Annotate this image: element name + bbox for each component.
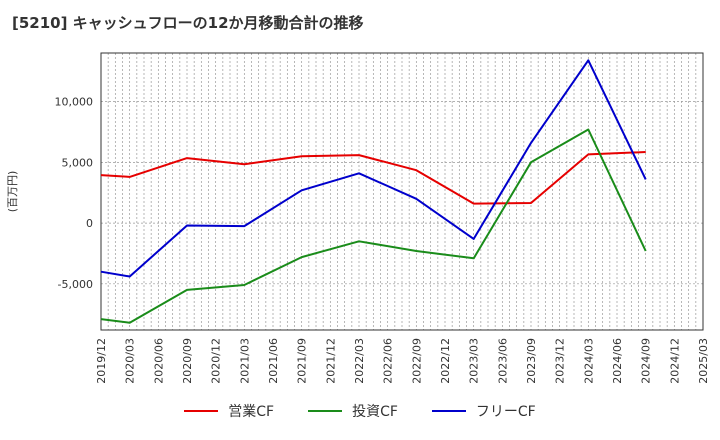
x-tick-label: 2024/12 — [668, 338, 681, 384]
legend-label: 営業CF — [228, 404, 275, 420]
x-tick-label: 2024/09 — [640, 338, 653, 384]
x-tick-label: 2020/03 — [124, 338, 137, 384]
legend: 営業CF 投資CF フリーCF — [0, 401, 720, 421]
legend-swatch — [308, 410, 343, 412]
x-tick-label: 2021/06 — [267, 338, 280, 384]
legend-label: 投資CF — [352, 404, 398, 420]
plot-frame — [100, 52, 704, 331]
x-tick-label: 2025/03 — [697, 338, 710, 384]
x-tick-label: 2022/09 — [410, 338, 423, 384]
y-tick-label: 0 — [86, 217, 93, 230]
x-tick-label: 2023/09 — [525, 338, 538, 384]
y-axis: -5,000 0 5,000 10,000 — [55, 96, 94, 291]
legend-item: フリーCF — [431, 401, 536, 421]
x-tick-label: 2021/12 — [324, 338, 337, 384]
x-tick-label: 2024/06 — [611, 338, 624, 384]
series-lines — [100, 59, 647, 324]
x-tick-label: 2024/03 — [582, 338, 595, 384]
x-tick-label: 2020/09 — [181, 338, 194, 384]
series-line-2 — [100, 59, 647, 278]
x-tick-label: 2021/03 — [238, 338, 251, 384]
x-tick-label: 2019/12 — [95, 338, 108, 384]
series-line-1 — [100, 128, 647, 324]
x-tick-label: 2023/12 — [554, 338, 567, 384]
x-tick-label: 2022/03 — [353, 338, 366, 384]
legend-item: 営業CF — [184, 401, 274, 421]
y-tick-label: 10,000 — [55, 96, 94, 109]
x-tick-label: 2023/03 — [468, 338, 481, 384]
series-line-0 — [100, 151, 646, 205]
legend-item: 投資CF — [308, 401, 398, 421]
x-tick-label: 2021/09 — [296, 338, 309, 384]
chart-title: [5210] キャッシュフローの12か月移動合計の推移 — [12, 14, 364, 32]
y-axis-label: (百万円) — [6, 171, 19, 213]
x-tick-label: 2020/12 — [210, 338, 223, 384]
x-tick-label: 2023/06 — [496, 338, 509, 384]
x-tick-label: 2022/12 — [439, 338, 452, 384]
y-tick-label: 5,000 — [62, 156, 94, 169]
x-axis: 2019/12 2020/03 2020/06 2020/09 2020/12 2021/… — [95, 338, 710, 384]
y-tick-label: -5,000 — [58, 278, 93, 291]
legend-label: フリーCF — [475, 404, 536, 420]
x-tick-label: 2022/06 — [382, 338, 395, 384]
x-tick-label: 2020/06 — [152, 338, 165, 384]
legend-swatch — [184, 410, 219, 412]
legend-swatch — [431, 410, 466, 412]
grid-lines — [101, 53, 703, 330]
